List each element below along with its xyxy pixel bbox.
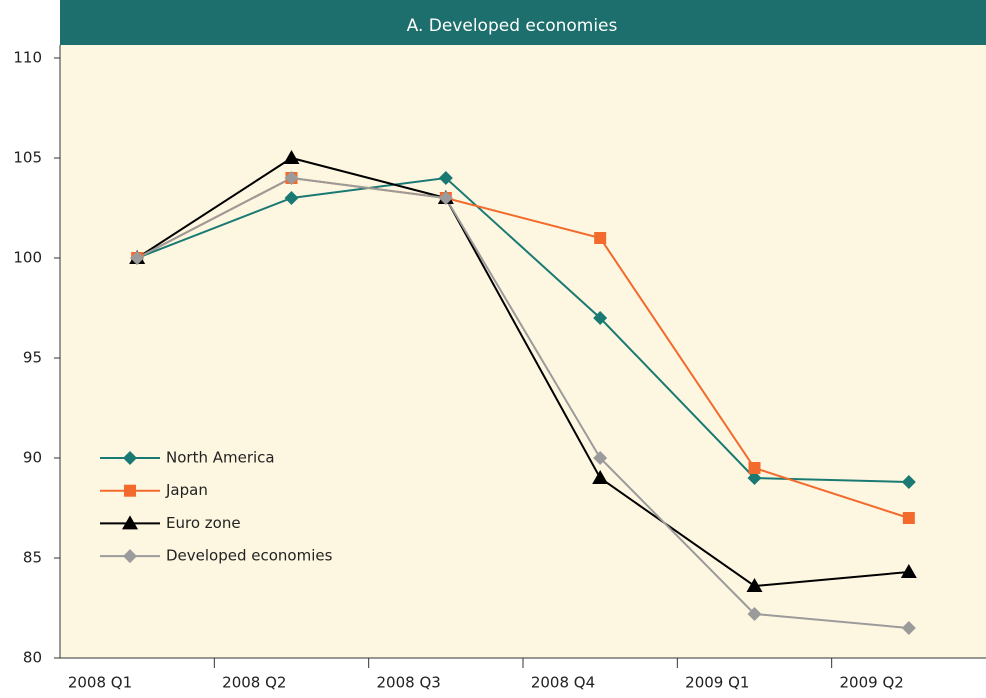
y-tick-label: 90 (23, 449, 42, 467)
x-tick-label: 2009 Q1 (685, 674, 749, 692)
chart-title: A. Developed economies (407, 16, 618, 36)
marker (901, 475, 916, 489)
series-line (136, 176, 909, 483)
y-tick-label: 95 (23, 349, 42, 367)
y-tick-label: 85 (23, 549, 42, 567)
marker (900, 564, 917, 578)
legend-marker (123, 451, 137, 465)
legend-label: Euro zone (166, 514, 241, 532)
title-bar (60, 0, 986, 45)
series-line (136, 156, 909, 588)
x-tick-label: 2008 Q3 (377, 674, 441, 692)
legend-marker (124, 484, 136, 497)
legend-marker (122, 515, 138, 530)
x-tick-label: 2008 Q4 (531, 674, 595, 692)
marker (746, 578, 763, 592)
legend-label: Japan (165, 481, 208, 499)
legend-label: Developed economies (166, 547, 333, 565)
x-tick-label: 2008 Q1 (68, 674, 132, 692)
marker (748, 462, 761, 474)
plot-area (60, 45, 986, 658)
marker (284, 171, 299, 185)
marker (284, 191, 299, 205)
marker (592, 470, 609, 484)
y-tick-label: 80 (23, 649, 42, 667)
marker (594, 232, 607, 244)
marker (901, 621, 916, 635)
marker (593, 311, 608, 325)
marker (747, 471, 762, 485)
marker (438, 191, 453, 205)
legend-marker (123, 549, 137, 564)
y-tick-label: 100 (13, 249, 42, 267)
marker (747, 607, 762, 621)
marker (902, 512, 915, 524)
marker (283, 150, 300, 164)
marker (593, 451, 608, 465)
marker (130, 251, 145, 265)
marker (438, 171, 453, 185)
series-line (136, 176, 909, 629)
x-tick-label: 2008 Q2 (222, 674, 286, 692)
y-tick-label: 105 (13, 149, 42, 167)
legend-label: North America (166, 449, 275, 467)
y-tick-label: 110 (13, 49, 42, 67)
x-tick-label: 2009 Q2 (840, 674, 904, 692)
